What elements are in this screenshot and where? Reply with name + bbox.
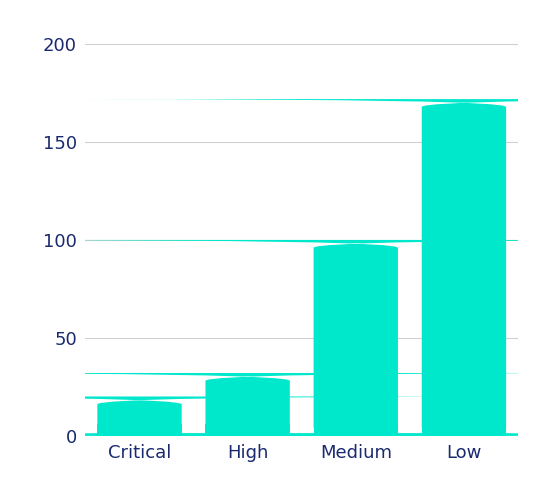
Bar — [206, 424, 290, 436]
FancyBboxPatch shape — [74, 99, 534, 436]
Bar — [97, 424, 182, 436]
FancyBboxPatch shape — [0, 396, 530, 436]
Bar — [313, 424, 398, 436]
Bar — [422, 424, 506, 436]
FancyBboxPatch shape — [0, 373, 534, 436]
FancyBboxPatch shape — [0, 240, 534, 436]
